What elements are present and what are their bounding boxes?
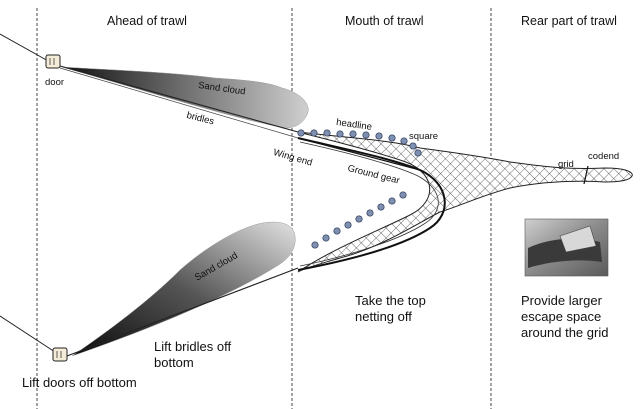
header-ahead-of-trawl: Ahead of trawl	[107, 14, 187, 28]
label-codend: codend	[588, 151, 620, 162]
warp-lower	[0, 315, 56, 353]
grid-bar	[583, 165, 589, 185]
sand-cloud-upper	[61, 66, 309, 129]
bridle-upper	[59, 65, 299, 133]
door-lower	[52, 347, 68, 362]
warp-upper	[0, 33, 51, 63]
ground-gear	[297, 137, 446, 271]
grid-photo	[524, 218, 609, 277]
headline-floats	[297, 129, 422, 249]
header-mouth-of-trawl: Mouth of trawl	[345, 14, 424, 28]
caption-take-top-netting-off: Take the top netting off	[355, 293, 426, 324]
label-door: door	[45, 77, 65, 88]
header-rear-part-of-trawl: Rear part of trawl	[521, 14, 617, 28]
door-upper	[45, 54, 61, 69]
label-grid: grid	[558, 159, 574, 170]
trawl-net	[297, 131, 633, 273]
sand-cloud-lower	[71, 221, 296, 357]
caption-lift-doors: Lift doors off bottom	[22, 375, 137, 390]
label-square: square	[409, 131, 439, 142]
bridle-upper-2	[59, 67, 299, 139]
caption-lift-bridles: Lift bridles off bottom	[154, 339, 232, 370]
bridle-lower	[66, 267, 299, 357]
caption-larger-escape-space: Provide larger escape space around the g…	[521, 293, 609, 340]
